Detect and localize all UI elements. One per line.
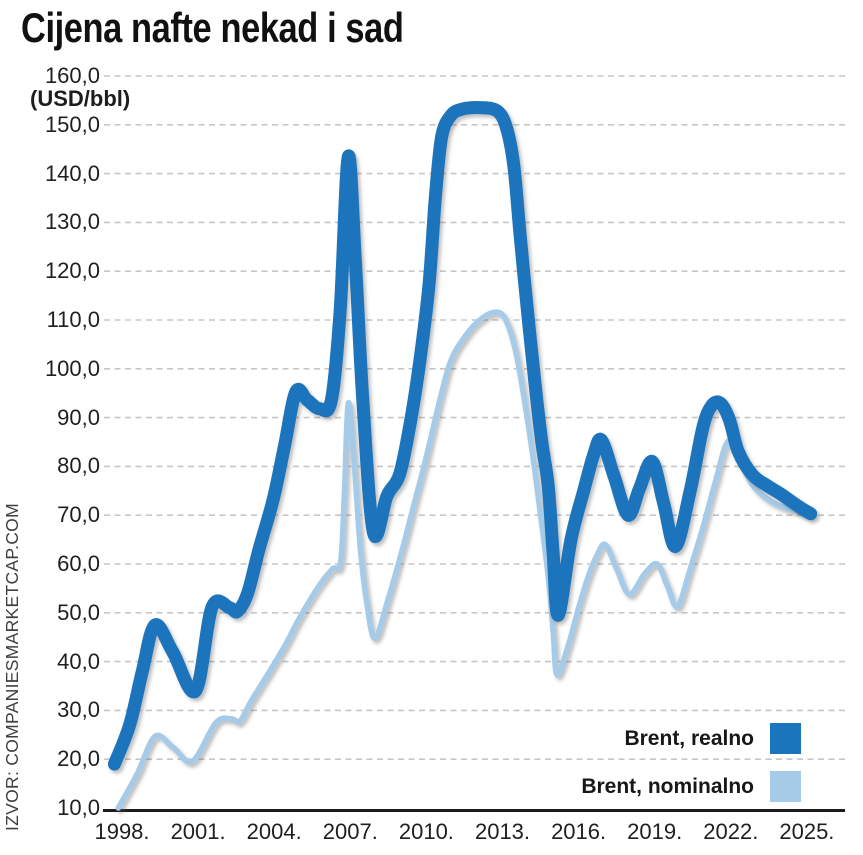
x-tick-label: 2001. (170, 819, 226, 844)
legend-swatch-realno (770, 723, 801, 754)
y-tick-label: 70,0 (57, 502, 100, 528)
y-tick-label: 160,0 (44, 63, 100, 88)
x-tick-label: 2013. (474, 819, 531, 844)
y-tick-label: 10,0 (57, 795, 100, 820)
y-tick-label: 30,0 (57, 697, 100, 723)
legend-swatch-nominalno (770, 771, 801, 802)
legend-label-nominalno: Brent, nominalno (581, 775, 754, 798)
gridlines (104, 75, 845, 761)
legend-item-brent-realno: Brent, realno (624, 723, 801, 754)
x-tick-label: 2019. (627, 819, 683, 844)
y-tick-label: 130,0 (44, 209, 100, 235)
x-tick-label: 2010. (398, 819, 454, 844)
x-tick-label: 1998. (94, 819, 150, 844)
y-tick-label: 50,0 (57, 599, 100, 625)
legend-item-brent-nominalno: Brent, nominalno (581, 771, 801, 802)
x-tick-label: 2022. (703, 819, 759, 844)
series-line-brent-realno (107, 101, 818, 771)
source-credit: IZVOR: COMPANIESMARKETCAP.COM (2, 503, 22, 831)
x-tick-label: 2007. (322, 819, 378, 844)
y-tick-label: 90,0 (57, 404, 100, 430)
series-line-brent-nominalno (115, 309, 813, 811)
page-title: Cijena nafte nekad i sad (21, 4, 404, 51)
y-tick-label: 110,0 (46, 307, 100, 332)
y-tick-label: 140,0 (44, 160, 100, 186)
x-tick-label: 2004. (246, 819, 302, 844)
series-lines (107, 101, 818, 811)
y-axis-unit-label: (USD/bbl) (30, 86, 131, 111)
y-tick-label: 60,0 (57, 551, 100, 576)
y-tick-label: 120,0 (44, 258, 100, 284)
legend-label-realno: Brent, realno (624, 727, 754, 750)
y-tick-label: 20,0 (57, 746, 100, 772)
y-tick-label: 40,0 (57, 648, 100, 674)
x-tick-label: 2025. (779, 819, 835, 844)
y-tick-label: 100,0 (44, 355, 100, 381)
x-tick-label: 2016. (551, 819, 607, 844)
y-tick-label: 80,0 (57, 453, 100, 479)
y-tick-label: 150,0 (44, 111, 100, 137)
